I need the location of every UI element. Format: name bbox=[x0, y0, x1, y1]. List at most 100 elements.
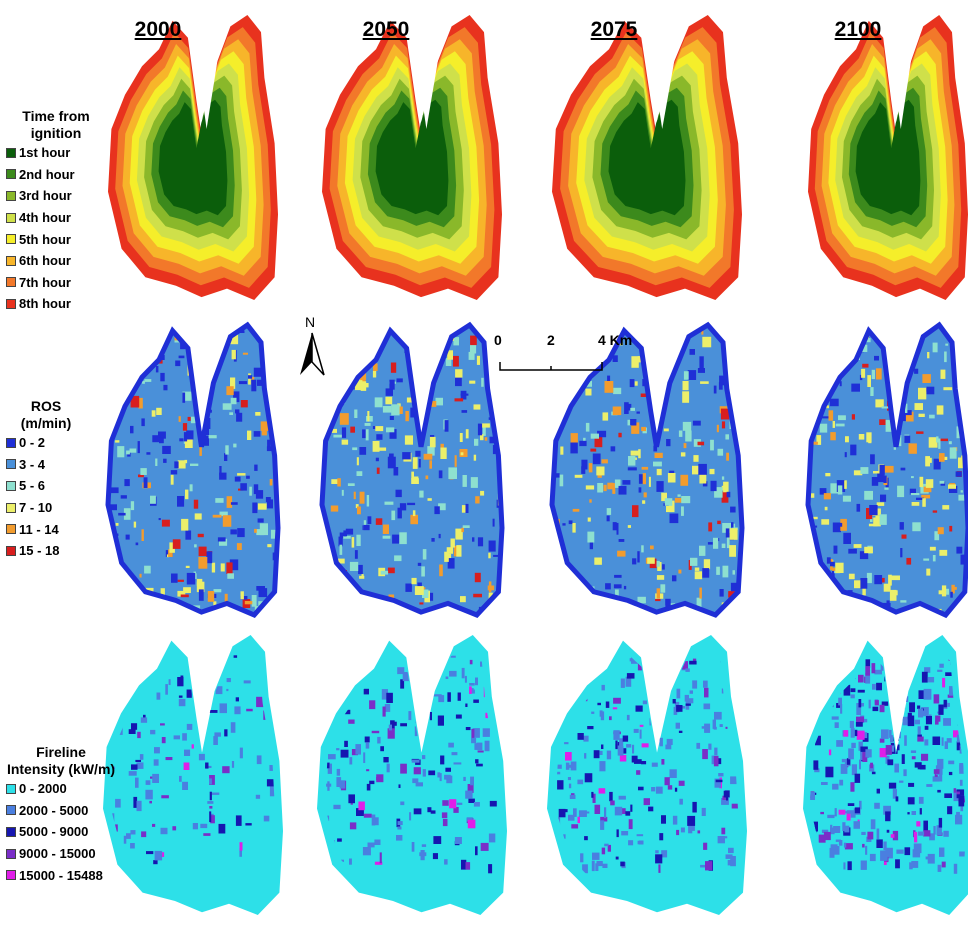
legend-swatch bbox=[6, 524, 16, 535]
year-label-2100: 2100 bbox=[834, 18, 882, 41]
legend-label: 2000 - 5000 bbox=[19, 802, 89, 818]
fi-area bbox=[547, 635, 747, 915]
ros-edge bbox=[105, 321, 281, 619]
legend-swatch bbox=[6, 277, 16, 288]
legend-label: 8th hour bbox=[19, 296, 71, 312]
time-map-2050 bbox=[322, 15, 502, 300]
unburned-notch bbox=[412, 29, 441, 129]
legend-fi-title: Fireline Intensity (kW/m) bbox=[6, 744, 116, 777]
legend-ros-item: 7 - 10 bbox=[6, 497, 86, 519]
legend-ros-item: 5 - 6 bbox=[6, 475, 86, 497]
scale-bar bbox=[499, 362, 603, 371]
legend-label: 11 - 14 bbox=[19, 521, 59, 537]
legend-label: 0 - 2 bbox=[19, 435, 46, 451]
legend-swatch bbox=[6, 190, 16, 201]
legend-label: 0 - 2000 bbox=[19, 781, 67, 797]
legend-label: 3rd hour bbox=[19, 188, 72, 204]
legend-ros: ROS (m/min) 0 - 2 3 - 4 5 - 6 7 - 10 11 - 14… bbox=[6, 398, 86, 562]
ros-map-2100 bbox=[805, 321, 968, 619]
time-band bbox=[158, 99, 228, 216]
legend-ros-item: 3 - 4 bbox=[6, 454, 86, 476]
ros-map-2000 bbox=[105, 321, 281, 619]
legend-swatch bbox=[6, 212, 16, 223]
legend-time-from-ignition: Time from ignition 1st hour 2nd hour 3rd h… bbox=[6, 108, 106, 315]
legend-swatch bbox=[6, 502, 16, 513]
legend-swatch bbox=[6, 848, 16, 859]
scale-label-0: 0 bbox=[494, 332, 502, 348]
time-band bbox=[375, 99, 449, 216]
legend-swatch bbox=[6, 459, 16, 470]
fi-map-2075 bbox=[547, 635, 747, 915]
fi-area bbox=[103, 635, 283, 915]
legend-swatch bbox=[6, 437, 16, 448]
ros-edge bbox=[549, 321, 745, 618]
north-arrow-label: N bbox=[305, 314, 316, 330]
scale-label-2: 2 bbox=[547, 332, 555, 348]
ros-area bbox=[552, 325, 742, 615]
legend-label: 7 - 10 bbox=[19, 500, 53, 516]
legend-fireline-intensity: Fireline Intensity (kW/m) 0 - 2000 2000 -… bbox=[6, 744, 116, 886]
legend-label: 2nd hour bbox=[19, 166, 75, 182]
legend-swatch bbox=[6, 545, 16, 556]
fi-map-2000 bbox=[103, 635, 283, 915]
legend-fi-item: 15000 - 15488 bbox=[6, 864, 116, 886]
legend-label: 1st hour bbox=[19, 145, 71, 161]
legend-label: 7th hour bbox=[19, 274, 71, 290]
legend-ros-title: ROS (m/min) bbox=[20, 398, 72, 431]
legend-ros-item: 11 - 14 bbox=[6, 518, 86, 540]
fi-map-2100 bbox=[803, 635, 968, 915]
unburned-notch bbox=[888, 29, 914, 129]
year-label-2000: 2000 bbox=[134, 18, 182, 41]
legend-swatch bbox=[6, 169, 16, 180]
legend-swatch bbox=[6, 826, 16, 837]
legend-swatch bbox=[6, 147, 16, 158]
legend-swatch bbox=[6, 480, 16, 491]
ros-area bbox=[322, 325, 502, 615]
legend-label: 3 - 4 bbox=[19, 456, 46, 472]
year-label-2075: 2075 bbox=[590, 18, 638, 41]
time-map-2100 bbox=[808, 15, 968, 300]
fi-map-2050 bbox=[317, 635, 507, 915]
unburned-notch bbox=[193, 29, 221, 129]
legend-label: 6th hour bbox=[19, 253, 71, 269]
legend-swatch bbox=[6, 234, 16, 245]
legend-time-item: 3rd hour bbox=[6, 185, 106, 207]
legend-time-item: 8th hour bbox=[6, 293, 106, 315]
legend-time-item: 5th hour bbox=[6, 228, 106, 250]
legend-swatch bbox=[6, 255, 16, 266]
legend-time-item: 7th hour bbox=[6, 272, 106, 294]
legend-ros-item: 15 - 18 bbox=[6, 540, 86, 562]
legend-label: 9000 - 15000 bbox=[19, 846, 96, 862]
legend-fi-item: 2000 - 5000 bbox=[6, 800, 116, 822]
legend-label: 5th hour bbox=[19, 231, 71, 247]
legend-time-item: 1st hour bbox=[6, 142, 106, 164]
legend-swatch bbox=[6, 870, 16, 881]
legend-time-item: 4th hour bbox=[6, 207, 106, 229]
legend-fi-item: 0 - 2000 bbox=[6, 778, 116, 800]
legend-swatch bbox=[6, 805, 16, 816]
north-arrow-icon bbox=[300, 332, 325, 376]
legend-label: 15 - 18 bbox=[19, 543, 60, 559]
legend-time-item: 6th hour bbox=[6, 250, 106, 272]
legend-label: 4th hour bbox=[19, 210, 71, 226]
unburned-notch bbox=[647, 29, 678, 129]
legend-swatch bbox=[6, 783, 16, 794]
time-map-2075 bbox=[552, 15, 742, 300]
scale-label-4km: 4 Km bbox=[598, 332, 633, 348]
ros-edge bbox=[319, 321, 505, 618]
legend-fi-item: 9000 - 15000 bbox=[6, 843, 116, 865]
legend-ros-item: 0 - 2 bbox=[6, 432, 86, 454]
ros-map-2050 bbox=[319, 321, 505, 618]
fi-area bbox=[317, 635, 507, 915]
legend-label: 5000 - 9000 bbox=[19, 824, 89, 840]
year-label-2050: 2050 bbox=[362, 18, 410, 41]
ros-edge bbox=[805, 321, 968, 619]
time-map-2000 bbox=[108, 15, 278, 300]
ros-map-2075 bbox=[549, 321, 745, 618]
legend-time-title: Time from ignition bbox=[22, 108, 90, 141]
legend-label: 15000 - 15488 bbox=[19, 867, 103, 883]
time-band bbox=[608, 99, 686, 216]
legend-fi-item: 5000 - 9000 bbox=[6, 821, 116, 843]
